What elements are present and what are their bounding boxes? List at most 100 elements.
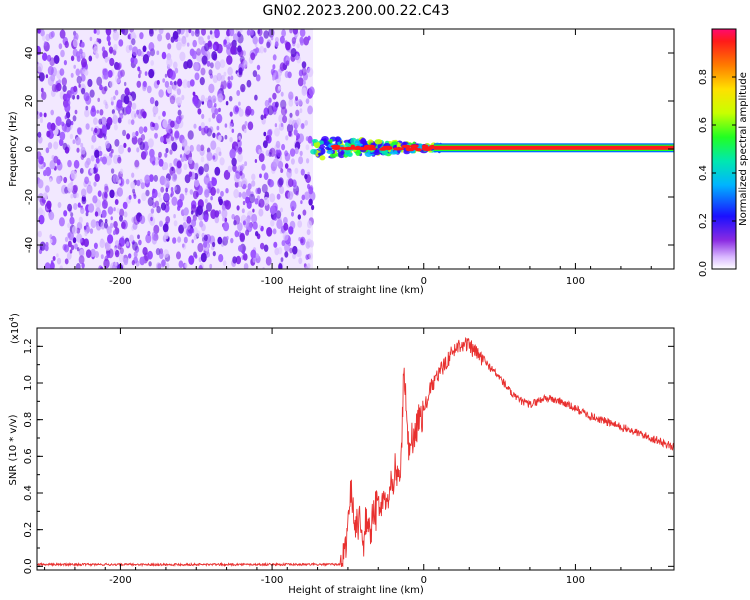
noise-speckle xyxy=(252,257,256,263)
noise-speckle xyxy=(298,156,304,165)
transition-peak xyxy=(379,147,387,151)
noise-speckle xyxy=(151,231,158,241)
noise-speckle xyxy=(252,208,255,213)
noise-speckle xyxy=(203,240,208,248)
noise-speckle xyxy=(176,41,182,51)
noise-speckle xyxy=(164,80,170,88)
noise-speckle xyxy=(304,173,308,180)
transition-peak xyxy=(411,144,419,148)
noise-speckle xyxy=(63,210,68,217)
snr-frame xyxy=(36,327,675,571)
noise-speckle xyxy=(231,157,237,167)
noise-speckle xyxy=(105,140,110,149)
colorbar-tick-label: 0.4 xyxy=(698,165,709,181)
noise-speckle xyxy=(238,181,243,188)
noise-speckle xyxy=(49,57,55,67)
noise-speckle xyxy=(188,255,195,265)
noise-speckle xyxy=(166,85,173,94)
noise-speckle xyxy=(194,72,200,81)
colorbar-label: Normalized spectral amplitude xyxy=(738,72,749,226)
noise-speckle xyxy=(275,101,279,108)
noise-speckle xyxy=(82,68,87,75)
noise-speckle xyxy=(85,105,89,111)
noise-speckle xyxy=(203,234,208,242)
snr-x-label: Height of straight line (km) xyxy=(288,585,424,596)
noise-speckle xyxy=(89,89,95,98)
noise-speckle xyxy=(81,262,85,269)
y-tick-label: 0.4 xyxy=(23,485,34,501)
transition-blob xyxy=(377,143,381,148)
noise-speckle xyxy=(251,180,256,187)
snr-series xyxy=(37,336,674,568)
noise-speckle xyxy=(308,252,313,260)
noise-speckle xyxy=(247,183,252,190)
noise-speckle xyxy=(200,122,205,129)
noise-speckle xyxy=(114,139,120,147)
noise-speckle xyxy=(237,222,243,232)
noise-speckle xyxy=(40,87,44,93)
noise-speckle xyxy=(182,243,185,248)
noise-speckle xyxy=(229,137,233,143)
noise-speckle xyxy=(127,147,131,153)
noise-speckle xyxy=(67,240,72,248)
noise-speckle xyxy=(181,114,184,119)
noise-speckle xyxy=(199,77,205,86)
noise-speckle xyxy=(134,34,137,39)
noise-speckle xyxy=(62,244,67,251)
noise-speckle xyxy=(146,85,152,94)
noise-speckle xyxy=(169,95,176,105)
noise-speckle xyxy=(237,153,243,163)
noise-speckle xyxy=(308,186,314,195)
noise-speckle xyxy=(214,60,221,70)
noise-speckle xyxy=(76,55,81,62)
noise-speckle xyxy=(210,186,217,196)
snr-x-ticks: -200 -100 0 100 xyxy=(44,328,652,586)
noise-speckle xyxy=(63,127,67,133)
noise-speckle xyxy=(118,144,125,155)
noise-speckle xyxy=(101,86,107,95)
noise-speckle xyxy=(65,118,72,128)
noise-speckle xyxy=(148,174,154,183)
noise-speckle xyxy=(97,145,102,152)
noise-speckle xyxy=(181,156,185,162)
noise-speckle xyxy=(138,126,144,134)
noise-speckle xyxy=(139,32,144,40)
noise-speckle xyxy=(211,51,218,61)
noise-speckle xyxy=(37,179,44,189)
noise-speckle xyxy=(53,141,59,150)
snr-exponent: (x104) xyxy=(8,313,21,344)
noise-speckle xyxy=(289,112,293,118)
noise-speckle xyxy=(233,215,241,225)
noise-speckle xyxy=(183,215,187,222)
noise-speckle xyxy=(59,29,66,39)
noise-speckle xyxy=(119,215,123,222)
noise-speckle xyxy=(281,143,286,151)
noise-speckle xyxy=(238,136,241,141)
noise-speckle xyxy=(160,136,164,143)
noise-speckle xyxy=(173,220,178,227)
noise-speckle xyxy=(278,185,285,195)
noise-speckle xyxy=(76,247,80,252)
noise-speckle xyxy=(116,208,121,214)
noise-speckle xyxy=(101,46,106,52)
noise-speckle xyxy=(91,134,97,143)
snr-panel: -200 -100 0 100 0.0 0.2 0.4 0.6 0.8 1.0 1.2 Heigh… xyxy=(8,313,675,596)
noise-speckle xyxy=(117,70,123,79)
noise-speckle xyxy=(220,190,224,197)
noise-speckle xyxy=(242,250,245,255)
noise-speckle xyxy=(72,139,76,144)
noise-speckle xyxy=(70,244,75,251)
noise-speckle xyxy=(282,115,288,124)
noise-speckle xyxy=(59,131,66,141)
transition-peak xyxy=(339,146,345,150)
noise-speckle xyxy=(137,48,142,57)
noise-speckle xyxy=(81,188,87,197)
noise-speckle xyxy=(164,152,168,158)
noise-speckle xyxy=(177,37,181,42)
noise-speckle xyxy=(263,172,269,180)
noise-speckle xyxy=(204,198,208,204)
y-tick-label: 0 xyxy=(24,146,35,152)
noise-speckle xyxy=(225,101,229,106)
transition-peak xyxy=(350,144,355,148)
noise-speckle xyxy=(81,196,87,205)
